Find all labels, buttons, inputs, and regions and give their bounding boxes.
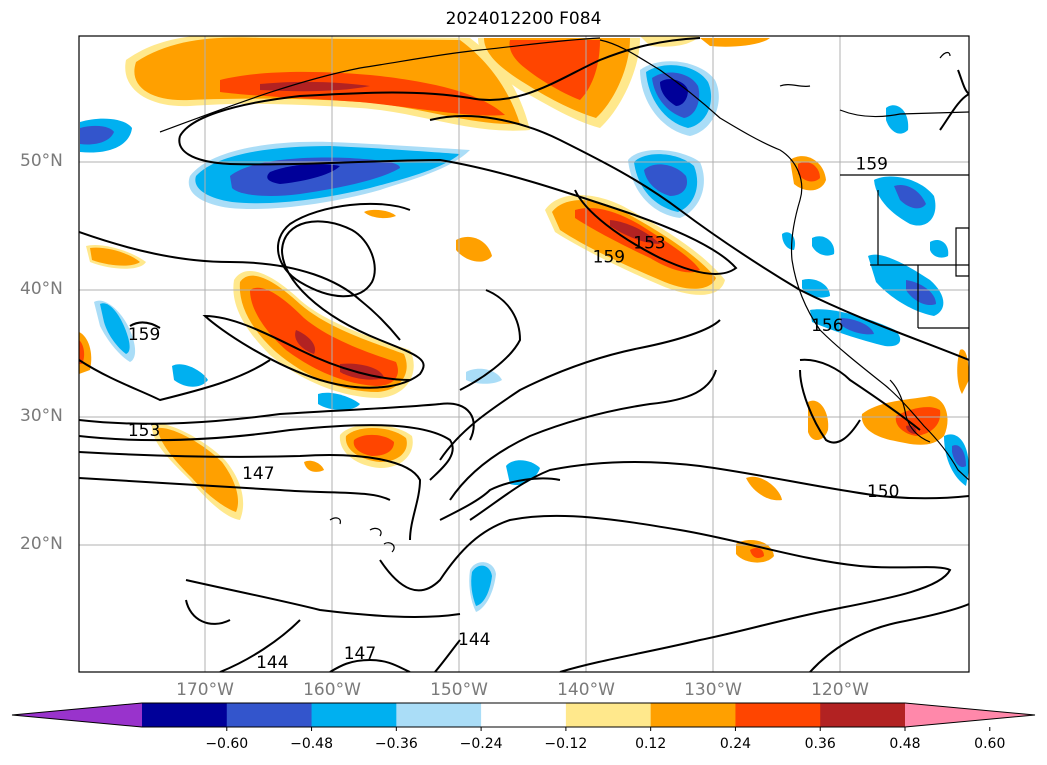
colorbar-segment xyxy=(820,703,906,727)
colorbar-segment xyxy=(142,703,228,727)
colorbar-segment xyxy=(735,703,821,727)
colorbar-segment xyxy=(650,703,736,727)
contour-label: 150 xyxy=(867,482,899,502)
longitude-label: 120°W xyxy=(811,680,869,700)
colorbar xyxy=(11,702,1036,731)
latitude-label: 40°N xyxy=(20,278,63,299)
colorbar-segment xyxy=(481,703,567,727)
colorbar-segment xyxy=(565,703,652,727)
graticule xyxy=(79,36,969,672)
colorbar-tick-label: −0.36 xyxy=(374,736,418,752)
shaded-anomaly-fields xyxy=(79,36,969,612)
contour-label: 159 xyxy=(593,247,625,267)
contour-label: 153 xyxy=(128,421,160,441)
latitude-label: 30°N xyxy=(20,406,63,426)
height-contours xyxy=(79,37,969,672)
colorbar-tick-label: −0.48 xyxy=(290,736,333,752)
contour-label: 144 xyxy=(458,630,490,650)
longitude-label: 150°W xyxy=(430,680,488,700)
colorbar-tick-label: −0.24 xyxy=(459,736,503,752)
contour-label: 153 xyxy=(633,233,665,253)
map-frame xyxy=(78,35,970,673)
latitude-label: 50°N xyxy=(20,151,63,171)
contour-label: 156 xyxy=(811,316,843,336)
longitude-label: 130°W xyxy=(684,680,742,700)
colorbar-extend-max xyxy=(905,703,1035,727)
longitude-label: 170°W xyxy=(176,680,234,700)
contour-label: 144 xyxy=(256,653,288,673)
colorbar-tick-label: 0.60 xyxy=(974,736,1006,752)
colorbar-segment xyxy=(396,703,482,727)
colorbar-tick-label: −0.12 xyxy=(544,736,588,752)
contour-labels: 159 153 159 156 159 153 147 150 144 147 144 xyxy=(128,154,900,673)
contour-label: 147 xyxy=(242,464,274,484)
colorbar-tick-label: 0.48 xyxy=(889,736,921,752)
longitude-label: 160°W xyxy=(303,680,361,700)
latitude-label: 20°N xyxy=(20,533,63,554)
colorbar-tick-label: 0.12 xyxy=(635,736,667,752)
colorbar-tick-label: −0.60 xyxy=(205,736,249,752)
colorbar-segment xyxy=(226,703,313,727)
colorbar-tick-label: 0.36 xyxy=(804,736,836,752)
map-plot-area xyxy=(79,36,969,672)
colorbar-tick-label: 0.24 xyxy=(719,736,752,752)
map-title: 2024012200 F084 xyxy=(445,9,602,29)
coastlines xyxy=(159,37,969,553)
longitude-label: 140°W xyxy=(557,680,615,700)
colorbar-segment xyxy=(311,703,397,727)
colorbar-extend-min xyxy=(12,703,142,727)
contour-label: 159 xyxy=(128,325,160,345)
contour-label: 147 xyxy=(344,644,376,664)
contour-label: 159 xyxy=(856,154,888,174)
